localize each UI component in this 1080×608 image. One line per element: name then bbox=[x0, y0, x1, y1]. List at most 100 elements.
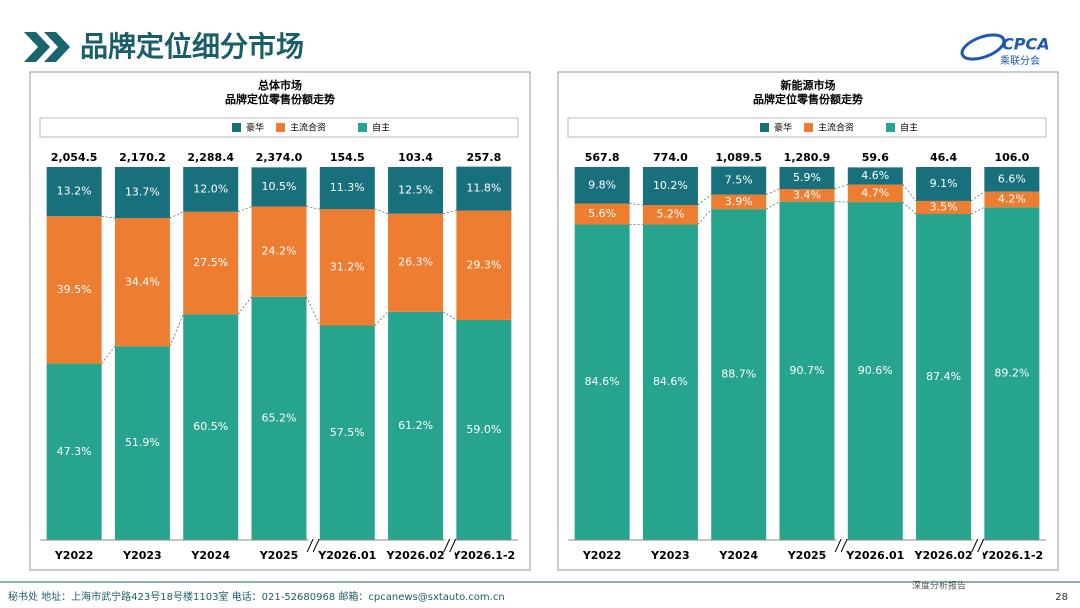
value-label: 87.4% bbox=[926, 370, 961, 383]
x-tick-label: Y2023 bbox=[122, 549, 162, 562]
value-label: 59.0% bbox=[466, 423, 501, 436]
value-label: 13.2% bbox=[57, 185, 92, 198]
connector bbox=[766, 188, 780, 195]
connector bbox=[169, 314, 184, 347]
value-label: 90.7% bbox=[790, 364, 825, 377]
bar-segment bbox=[779, 167, 835, 190]
legend-label: 自主 bbox=[372, 122, 390, 134]
connector bbox=[237, 296, 252, 315]
value-label: 5.2% bbox=[656, 208, 684, 221]
break-gap bbox=[972, 538, 983, 554]
bar-segment bbox=[574, 224, 630, 540]
page-number: 28 bbox=[1055, 592, 1068, 603]
legend-label: 豪华 bbox=[246, 122, 264, 134]
value-label: 27.5% bbox=[193, 256, 228, 269]
value-label: 9.8% bbox=[588, 178, 616, 191]
chart-title: 总体市场 bbox=[258, 78, 302, 92]
connector bbox=[442, 210, 457, 214]
connector bbox=[629, 203, 643, 206]
legend-swatch bbox=[886, 123, 895, 132]
x-tick-label: Y2025 bbox=[787, 549, 827, 562]
total-label: 1,089.5 bbox=[715, 151, 762, 164]
value-label: 51.9% bbox=[125, 436, 160, 449]
value-label: 26.3% bbox=[398, 256, 433, 269]
value-label: 5.6% bbox=[588, 207, 616, 220]
connector bbox=[697, 208, 712, 225]
legend-label: 主流合资 bbox=[290, 122, 326, 134]
break-mark bbox=[840, 538, 848, 553]
x-tick-label: Y2022 bbox=[582, 549, 622, 562]
value-label: 12.5% bbox=[398, 183, 433, 196]
break-mark bbox=[977, 538, 985, 553]
bar-segment bbox=[574, 167, 630, 204]
value-label: 11.8% bbox=[466, 182, 501, 195]
connector bbox=[766, 201, 780, 210]
x-tick-label: Y2023 bbox=[650, 549, 690, 562]
bar-segment bbox=[916, 213, 972, 541]
logo-mark bbox=[960, 33, 1006, 61]
bar-segment bbox=[114, 346, 170, 540]
value-label: 88.7% bbox=[721, 368, 756, 381]
connector bbox=[101, 215, 115, 219]
total-label: 59.6 bbox=[862, 151, 889, 164]
total-label: 106.0 bbox=[994, 151, 1029, 164]
chart-subtitle: 品牌定位零售份额走势 bbox=[225, 92, 335, 106]
panel bbox=[557, 71, 1059, 571]
value-label: 7.5% bbox=[725, 174, 753, 187]
value-label: 10.5% bbox=[262, 180, 297, 193]
bar-segment bbox=[779, 201, 835, 540]
value-label: 5.9% bbox=[793, 171, 821, 184]
bar-segment bbox=[847, 184, 903, 203]
total-label: 154.5 bbox=[330, 151, 365, 164]
value-label: 10.2% bbox=[653, 179, 688, 192]
legend-label: 自主 bbox=[900, 122, 918, 134]
value-label: 4.7% bbox=[861, 186, 889, 199]
connector bbox=[374, 311, 389, 326]
bar-segment bbox=[847, 202, 903, 540]
x-tick-label: Y2022 bbox=[54, 549, 94, 562]
bar-segment bbox=[984, 167, 1040, 192]
bar-segment bbox=[183, 211, 239, 315]
x-tick-label: Y2026.01 bbox=[317, 549, 376, 562]
break-gap bbox=[836, 538, 847, 554]
break-mark bbox=[449, 538, 457, 553]
bar-segment bbox=[779, 189, 835, 202]
legend-box bbox=[39, 117, 519, 138]
value-label: 31.2% bbox=[330, 260, 365, 273]
bar-segment bbox=[388, 311, 444, 540]
chart-title: 新能源市场 bbox=[781, 78, 836, 92]
bar-segment bbox=[847, 167, 903, 185]
total-label: 567.8 bbox=[585, 151, 620, 164]
bar-segment bbox=[456, 319, 512, 540]
bar-segment bbox=[114, 218, 170, 347]
value-label: 34.4% bbox=[125, 275, 160, 288]
x-tick-label: Y2026.1-2 bbox=[980, 549, 1044, 562]
connector bbox=[902, 184, 917, 202]
total-label: 103.4 bbox=[398, 151, 433, 164]
total-label: 2,054.5 bbox=[51, 151, 98, 164]
chart-subtitle: 品牌定位零售份额走势 bbox=[753, 92, 863, 106]
bar-segment bbox=[642, 224, 698, 540]
break-gap bbox=[308, 538, 319, 554]
connector bbox=[306, 206, 320, 210]
value-label: 3.4% bbox=[793, 188, 821, 201]
connector bbox=[970, 206, 985, 215]
bar-segment bbox=[456, 166, 512, 211]
footer-address: 秘书处 地址：上海市武宁路423号18号楼1103室 电话：021-526809… bbox=[8, 590, 505, 603]
connector bbox=[101, 346, 116, 364]
legend-swatch bbox=[358, 123, 367, 132]
value-label: 65.2% bbox=[262, 411, 297, 424]
page-title: 品牌定位细分市场 bbox=[80, 30, 304, 63]
connector bbox=[442, 311, 457, 321]
bar-segment bbox=[319, 209, 375, 326]
bar-segment bbox=[183, 314, 239, 540]
value-label: 3.5% bbox=[930, 200, 958, 213]
legend-swatch bbox=[760, 123, 769, 132]
bar-segment bbox=[251, 167, 307, 207]
value-label: 9.1% bbox=[930, 177, 958, 190]
connector bbox=[238, 206, 252, 213]
value-label: 11.3% bbox=[330, 181, 365, 194]
x-tick-label: Y2026.1-2 bbox=[452, 549, 516, 562]
